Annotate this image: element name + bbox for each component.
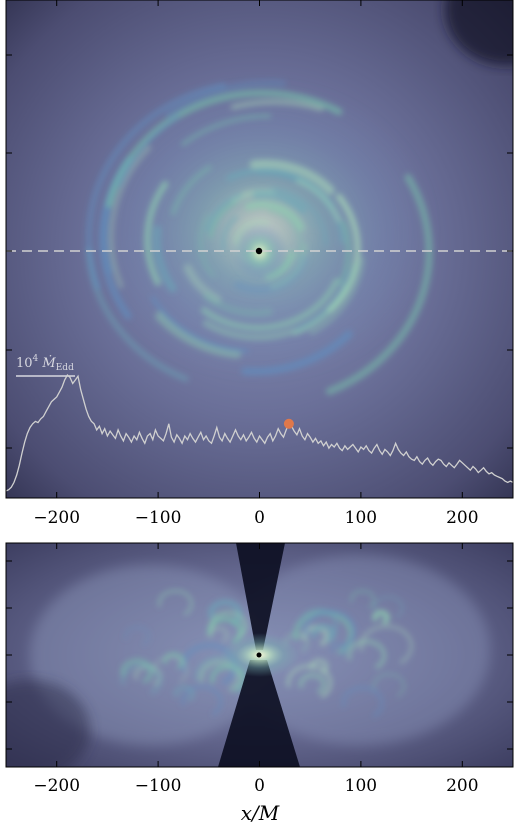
x-tick-label: −200 — [33, 776, 80, 796]
swirl-arc — [330, 642, 347, 656]
swirl-arc — [341, 686, 384, 718]
swirl-arc — [124, 625, 151, 646]
swirl-arc — [270, 186, 328, 246]
swirl-arc — [338, 220, 352, 286]
swirl-arc — [359, 624, 414, 664]
x-tick-label: 100 — [345, 508, 377, 528]
swirl-arc — [249, 159, 335, 195]
swirl-arc — [144, 181, 169, 286]
swirl-arc — [173, 685, 195, 702]
swirl-arc — [325, 173, 433, 396]
swirl-arc — [270, 243, 307, 289]
swirl-arc — [203, 292, 273, 318]
accretion-rate-curve — [6, 373, 513, 492]
swirl-arc — [350, 589, 376, 609]
swirl-arc — [209, 200, 237, 239]
swirl-arc — [309, 256, 365, 336]
swirl-arc — [245, 201, 305, 231]
swirl-arc — [181, 113, 272, 147]
bottom-panel-ticks — [6, 543, 513, 767]
x-tick-label: 200 — [446, 508, 478, 528]
top-swirl-structures — [85, 79, 433, 396]
swirl-arc — [208, 626, 229, 643]
bottom-panel — [6, 543, 513, 767]
swirl-arc — [292, 262, 357, 336]
bottom-x-axis-label: x/M — [241, 801, 280, 825]
swirl-arc — [372, 672, 406, 697]
current-time-marker — [283, 418, 294, 429]
swirl-arc — [105, 89, 343, 208]
top-x-tick-labels: −200 −100 0 100 200 — [33, 508, 478, 528]
swirl-arc — [286, 664, 333, 698]
swirl-arc — [311, 623, 336, 643]
swirl-arc — [372, 609, 390, 625]
swirl-arc — [157, 589, 193, 616]
bottom-polar-funnel-lower — [218, 660, 300, 767]
swirl-arc — [109, 145, 152, 289]
bottom-swirl-structures — [120, 589, 414, 718]
bottom-dark-left-region — [6, 680, 90, 767]
swirl-arc — [298, 672, 327, 695]
top-dark-corner — [445, 0, 513, 65]
swirl-arc — [152, 225, 177, 293]
black-hole-marker — [255, 247, 263, 255]
scale-bar-label: 104 ṀEdd — [16, 354, 74, 373]
swirl-arc — [152, 655, 189, 683]
swirl-arc — [295, 178, 342, 223]
swirl-arc — [221, 215, 238, 252]
swirl-arc — [170, 165, 212, 216]
swirl-arc — [252, 190, 307, 214]
bottom-x-tick-labels: −200 −100 0 100 200 — [33, 776, 478, 796]
swirl-arc — [230, 99, 324, 112]
swirl-arc — [120, 658, 154, 684]
x-tick-label: 200 — [446, 776, 478, 796]
swirl-arc — [165, 79, 287, 119]
swirl-arc — [209, 610, 248, 639]
x-tick-label: 0 — [254, 776, 265, 796]
swirl-arc — [117, 114, 181, 188]
bottom-polar-funnel-upper — [236, 543, 285, 650]
swirl-arc — [205, 193, 243, 233]
swirl-arc — [200, 277, 340, 332]
x-tick-label: 100 — [345, 776, 377, 796]
swirl-arc — [241, 330, 353, 376]
top-panel-ticks — [6, 0, 513, 498]
swirl-arc — [304, 610, 356, 649]
swirl-arc — [155, 311, 242, 359]
swirl-arc — [150, 296, 249, 353]
x-tick-label: −100 — [135, 776, 182, 796]
x-tick-label: 0 — [254, 508, 265, 528]
swirl-arc — [181, 685, 223, 716]
swirl-arc — [198, 213, 216, 279]
swirl-arc — [373, 595, 404, 618]
top-panel: 104 ṀEdd — [6, 0, 513, 498]
swirl-arc — [346, 639, 387, 669]
x-tick-label: −200 — [33, 508, 80, 528]
swirl-arc — [180, 642, 238, 685]
accretion-scale-bar: 104 ṀEdd — [16, 354, 75, 377]
x-tick-label: −100 — [135, 508, 182, 528]
bottom-black-hole — [256, 652, 262, 658]
